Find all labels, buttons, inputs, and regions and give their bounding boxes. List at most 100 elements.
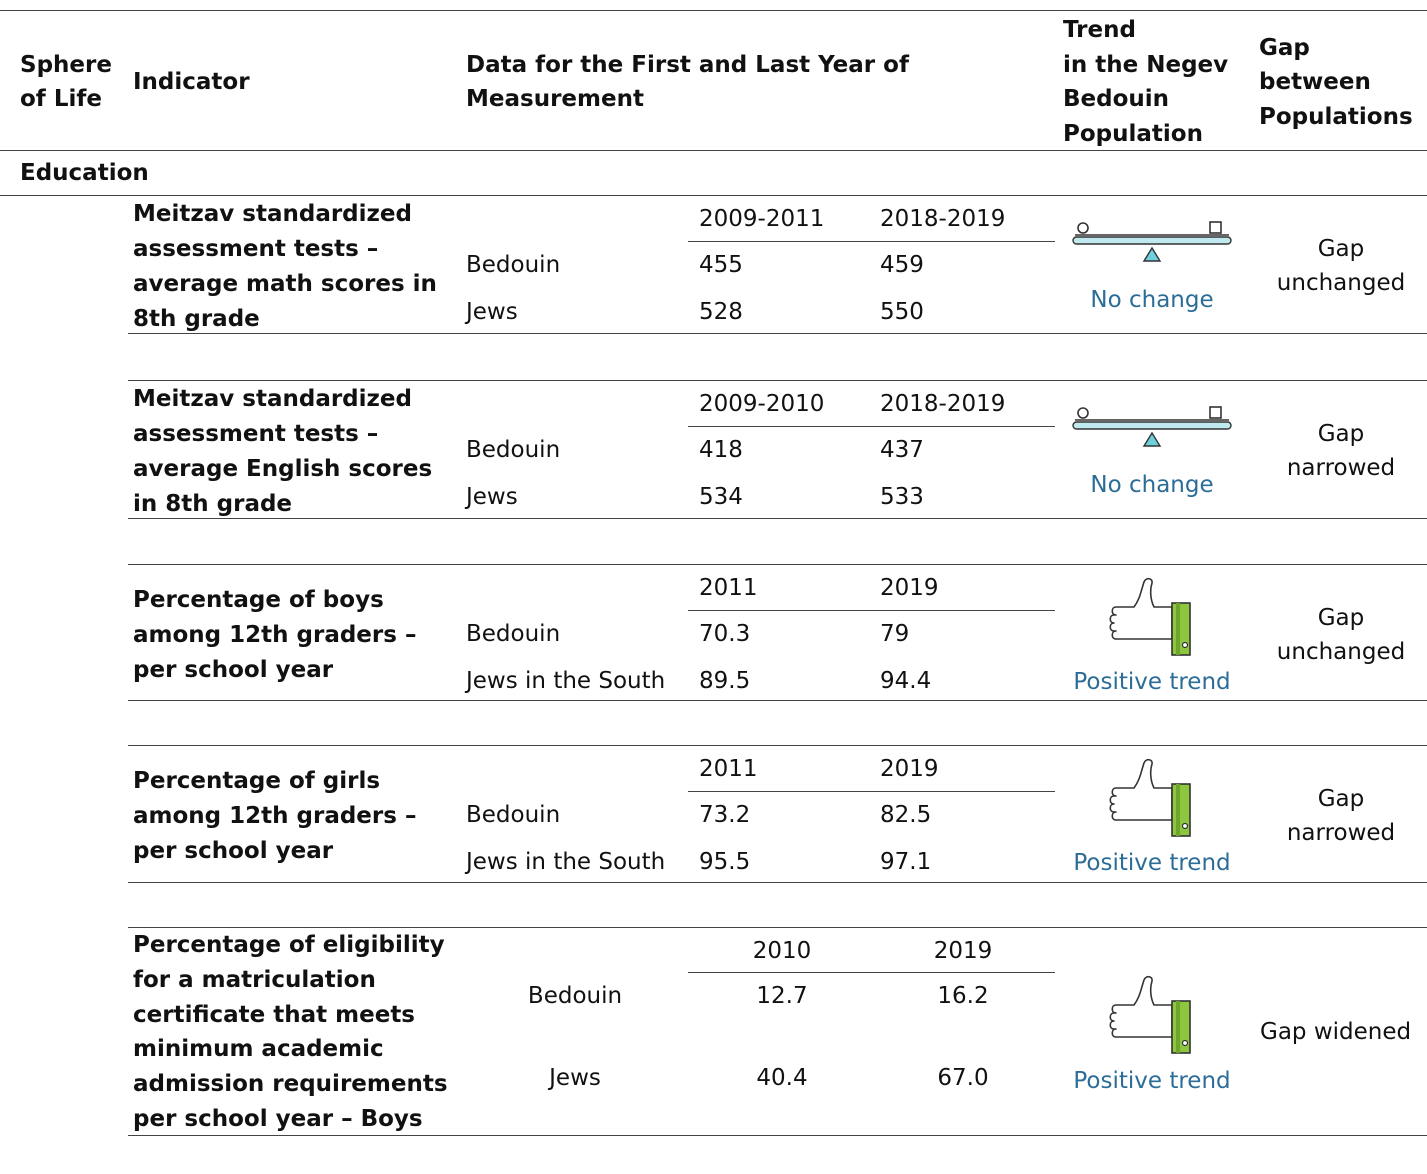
rule <box>688 241 1055 242</box>
indicator: for a matriculation <box>133 966 376 993</box>
trend: No change <box>1090 472 1214 498</box>
indicator: 8th grade <box>133 305 260 332</box>
header-cell: Populations <box>1259 103 1413 130</box>
indicator: per school year <box>133 657 334 683</box>
value: 70.3 <box>699 621 751 647</box>
gap: unchanged <box>1276 270 1406 297</box>
value: 528 <box>699 299 743 325</box>
header-cell: Trend <box>1063 17 1136 44</box>
year: 2018-2019 <box>880 206 1006 232</box>
indicator: Percentage of boys <box>133 587 384 613</box>
trend: Positive trend <box>1073 850 1231 876</box>
group: Bedouin <box>466 437 561 463</box>
value: 550 <box>880 299 924 325</box>
rule <box>128 380 1427 381</box>
header-cell: between <box>1259 69 1371 95</box>
header-cell: Indicator <box>133 69 250 95</box>
value: 533 <box>880 484 924 510</box>
indicator: assessment tests – <box>133 420 379 447</box>
rule <box>128 745 1427 746</box>
header-cell: Bedouin <box>1063 86 1170 113</box>
rule <box>128 1135 1427 1136</box>
rule <box>128 700 1427 701</box>
value: 89.5 <box>699 668 751 694</box>
gap: Gap <box>1317 785 1365 812</box>
indicator: per school year <box>133 838 334 864</box>
value: 437 <box>880 437 924 463</box>
rule <box>128 564 1427 565</box>
rule <box>688 610 1055 611</box>
group: Jews <box>466 299 518 325</box>
group: Jews <box>549 1065 601 1091</box>
rule <box>0 10 1427 11</box>
gap: Gap widened <box>1260 1019 1412 1045</box>
gap: narrowed <box>1286 820 1396 847</box>
header-cell: Gap <box>1259 34 1310 61</box>
value: 12.7 <box>756 983 808 1009</box>
group: Jews in the South <box>466 849 666 875</box>
header-cell: Data for the First and Last Year of <box>466 51 909 78</box>
rule <box>688 791 1055 792</box>
value: 97.1 <box>880 849 932 875</box>
value: 16.2 <box>937 983 989 1009</box>
group: Jews <box>466 484 518 510</box>
balance-icon <box>1072 406 1232 447</box>
rule <box>688 972 1055 973</box>
year: 2019 <box>933 938 993 964</box>
year: 2009-2011 <box>699 206 825 232</box>
indicator: Percentage of eligibility <box>133 932 445 959</box>
indicator: certificate that meets <box>133 1001 415 1028</box>
year: 2010 <box>752 938 812 964</box>
indicator: in 8th grade <box>133 490 293 517</box>
group: Bedouin <box>466 802 561 828</box>
header-cell: Sphere <box>20 51 112 78</box>
gap: Gap <box>1317 420 1365 447</box>
gap: Gap <box>1317 604 1365 631</box>
value: 455 <box>699 252 743 278</box>
gap: Gap <box>1317 235 1365 262</box>
year: 2018-2019 <box>880 391 1006 417</box>
value: 40.4 <box>756 1065 808 1091</box>
rule <box>0 150 1427 151</box>
value: 534 <box>699 484 743 510</box>
value: 67.0 <box>937 1065 989 1091</box>
value: 95.5 <box>699 849 751 875</box>
thumbs-up-icon <box>1109 577 1191 656</box>
thumbs-up-icon <box>1109 975 1191 1054</box>
indicator: admission requirements <box>133 1071 448 1098</box>
value: 459 <box>880 252 924 278</box>
header-cell: Population <box>1063 120 1203 147</box>
indicator: average English scores <box>133 455 433 482</box>
value: 94.4 <box>880 668 932 694</box>
trend: No change <box>1090 287 1214 313</box>
rule <box>128 333 1427 334</box>
indicator: among 12th graders – <box>133 622 417 648</box>
group: Bedouin <box>466 252 561 278</box>
group: Bedouin <box>466 621 561 647</box>
thumbs-up-icon <box>1109 758 1191 837</box>
trend: Positive trend <box>1073 669 1231 695</box>
header-cell: in the Negev <box>1063 51 1229 78</box>
indicator: per school year – Boys <box>133 1105 423 1132</box>
gap: narrowed <box>1286 455 1396 482</box>
indicator: Meitzav standardized <box>133 200 412 227</box>
trend: Positive trend <box>1073 1068 1231 1094</box>
balance-icon <box>1072 221 1232 262</box>
group: Jews in the South <box>466 668 666 694</box>
indicator: Meitzav standardized <box>133 385 412 412</box>
indicator: Percentage of girls <box>133 768 381 794</box>
value: 82.5 <box>880 802 932 828</box>
section-label: Education <box>20 160 149 186</box>
value: 418 <box>699 437 743 463</box>
rule <box>688 426 1055 427</box>
value: 73.2 <box>699 802 751 828</box>
gap: unchanged <box>1276 639 1406 666</box>
rule <box>128 518 1427 519</box>
year: 2011 <box>699 575 758 601</box>
rule <box>128 927 1427 928</box>
indicator: among 12th graders – <box>133 803 417 829</box>
group: Bedouin <box>527 983 623 1009</box>
year: 2009-2010 <box>699 391 825 417</box>
indicator: minimum academic <box>133 1036 384 1063</box>
